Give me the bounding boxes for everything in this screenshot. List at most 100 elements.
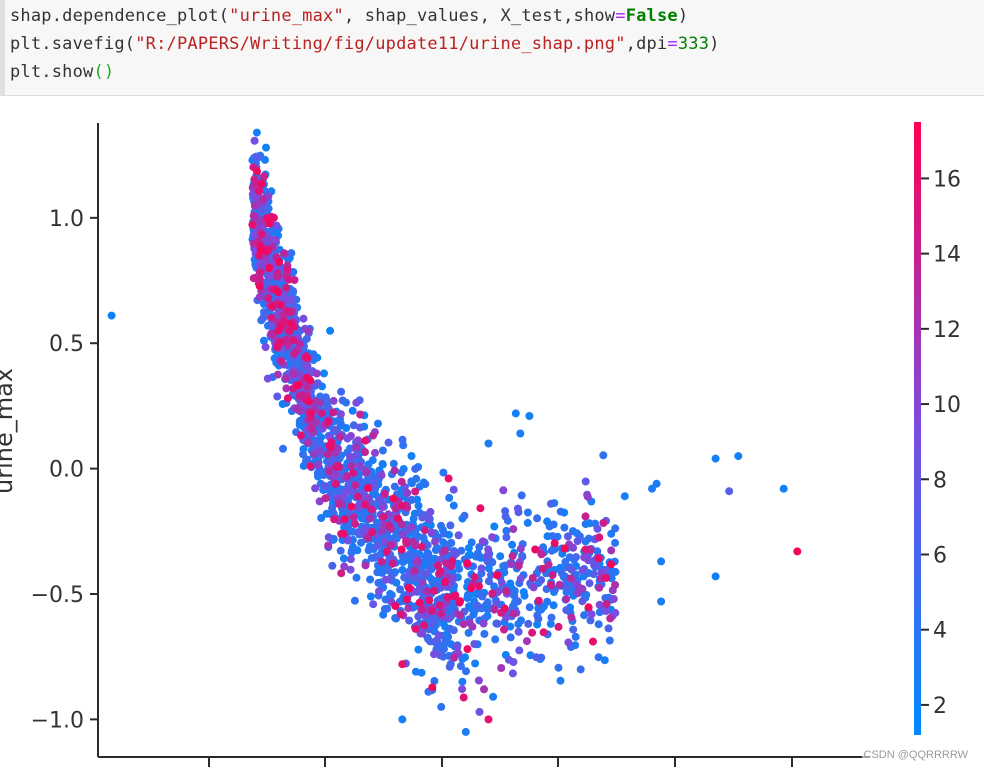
scatter-point bbox=[522, 637, 531, 646]
scatter-point bbox=[414, 645, 423, 654]
dependence-plot: −1.0 −0.5 0.0 0.5 1.0 urine_max 2 4 6 8 10 12 14 16 bbox=[0, 122, 961, 767]
scatter-point bbox=[407, 495, 416, 504]
scatter-point bbox=[257, 230, 266, 239]
colorbar-tick-label: 14 bbox=[933, 243, 961, 268]
scatter-point bbox=[435, 651, 444, 660]
scatter-point bbox=[265, 219, 274, 228]
scatter-point bbox=[275, 258, 284, 266]
scatter-point bbox=[364, 484, 373, 492]
scatter-point bbox=[343, 472, 351, 481]
scatter-point bbox=[464, 628, 473, 637]
scatter-point bbox=[248, 220, 257, 229]
scatter-point bbox=[321, 494, 330, 503]
scatter-point bbox=[436, 567, 445, 576]
scatter-point bbox=[414, 557, 423, 566]
scatter-point bbox=[372, 542, 381, 550]
scatter-point bbox=[509, 609, 518, 618]
scatter-point bbox=[420, 526, 429, 535]
scatter-point bbox=[307, 424, 316, 433]
scatter-point bbox=[454, 531, 463, 540]
colorbar-tick-label: 16 bbox=[933, 167, 961, 192]
scatter-point bbox=[262, 254, 270, 263]
scatter-point bbox=[289, 370, 298, 379]
scatter-point bbox=[489, 692, 498, 701]
scatter-point bbox=[525, 603, 534, 612]
scatter-point bbox=[528, 574, 537, 582]
scatter-point bbox=[279, 444, 287, 453]
scatter-point bbox=[549, 601, 558, 610]
code-cell[interactable]: shap.dependence_plot("urine_max", shap_v… bbox=[0, 0, 984, 96]
scatter-point bbox=[411, 624, 420, 633]
scatter-point bbox=[355, 461, 364, 470]
scatter-point bbox=[525, 412, 534, 420]
scatter-point bbox=[393, 514, 402, 523]
scatter-point bbox=[426, 637, 435, 646]
scatter-point bbox=[274, 288, 283, 297]
scatter-point bbox=[581, 545, 590, 554]
scatter-point bbox=[277, 357, 286, 365]
scatter-point bbox=[556, 507, 565, 516]
scatter-point bbox=[346, 555, 355, 564]
scatter-point bbox=[285, 275, 294, 284]
scatter-point bbox=[506, 633, 515, 642]
scatter-point bbox=[584, 534, 593, 543]
scatter-point bbox=[404, 604, 413, 613]
scatter-point bbox=[477, 564, 486, 573]
scatter-point bbox=[594, 653, 603, 662]
scatter-point bbox=[304, 438, 313, 447]
scatter-point bbox=[556, 676, 565, 685]
scatter-point bbox=[435, 631, 443, 640]
scatter-point bbox=[508, 540, 517, 549]
scatter-point bbox=[528, 628, 537, 637]
scatter-point bbox=[340, 562, 349, 571]
scatter-point bbox=[657, 557, 666, 566]
scatter-point bbox=[309, 350, 318, 359]
scatter-point bbox=[281, 335, 290, 344]
scatter-point bbox=[347, 548, 356, 557]
scatter-point bbox=[389, 459, 398, 468]
code-line-1: shap.dependence_plot("urine_max", shap_v… bbox=[10, 6, 688, 26]
scatter-point bbox=[487, 570, 495, 579]
scatter-point bbox=[265, 272, 274, 281]
scatter-point bbox=[555, 580, 564, 589]
scatter-point bbox=[611, 581, 620, 589]
scatter-point bbox=[483, 551, 492, 560]
scatter-point bbox=[389, 494, 398, 503]
scatter-point bbox=[289, 336, 298, 344]
scatter-point bbox=[336, 410, 345, 419]
scatter-point bbox=[611, 538, 620, 547]
scatter-point bbox=[493, 571, 502, 580]
scatter-point bbox=[520, 591, 529, 600]
scatter-point bbox=[425, 596, 434, 605]
scatter-point bbox=[437, 702, 446, 711]
scatter-point bbox=[309, 450, 318, 458]
scatter-point bbox=[381, 575, 390, 584]
scatter-point bbox=[397, 468, 406, 477]
scatter-point bbox=[282, 384, 291, 393]
scatter-point bbox=[448, 556, 457, 565]
scatter-point bbox=[255, 187, 264, 195]
scatter-point bbox=[282, 283, 291, 292]
scatter-point bbox=[372, 552, 380, 561]
scatter-point bbox=[263, 374, 272, 383]
scatter-point bbox=[414, 612, 423, 621]
scatter-point bbox=[357, 538, 365, 547]
scatter-point bbox=[430, 650, 438, 659]
scatter-point bbox=[563, 532, 572, 541]
scatter-point bbox=[367, 505, 376, 514]
scatter-point bbox=[496, 552, 505, 561]
scatter-point bbox=[586, 616, 595, 625]
scatter-point bbox=[490, 522, 499, 531]
scatter-point bbox=[295, 340, 304, 349]
scatter-point bbox=[478, 592, 487, 601]
y-tick-label: 0.5 bbox=[49, 332, 84, 357]
colorbar: 2 4 6 8 10 12 14 16 bbox=[914, 122, 961, 735]
scatter-point bbox=[346, 453, 355, 461]
scatter-point bbox=[373, 568, 382, 577]
scatter-point bbox=[292, 404, 301, 413]
y-tick-label: 0.0 bbox=[49, 458, 84, 483]
scatter-point bbox=[253, 167, 261, 176]
scatter-point bbox=[336, 546, 345, 555]
scatter-point bbox=[516, 429, 525, 438]
scatter-point bbox=[571, 632, 580, 641]
